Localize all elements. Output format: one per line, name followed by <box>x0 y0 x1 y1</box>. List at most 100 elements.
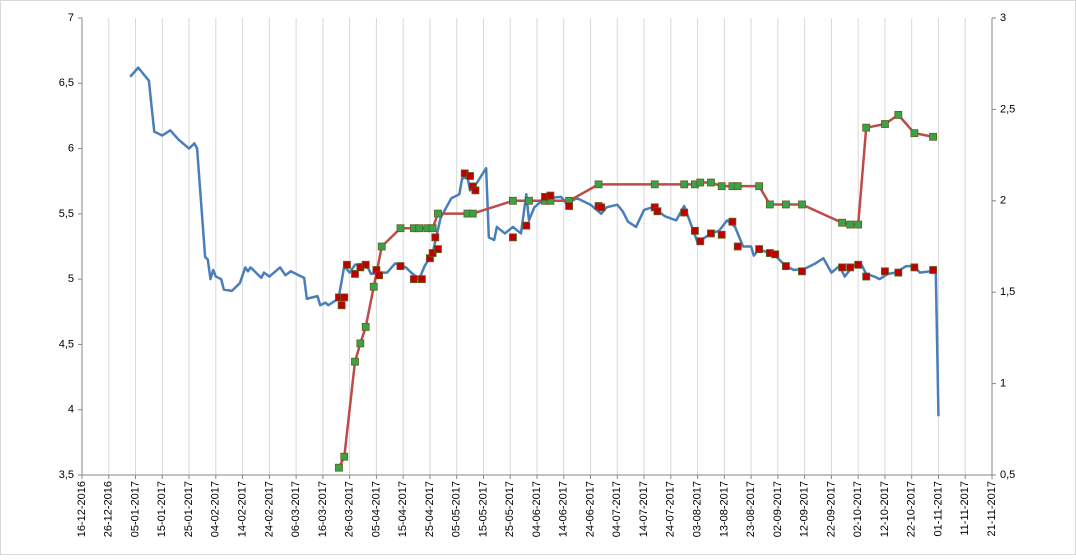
marker <box>509 233 517 242</box>
x-tick-label: 05-01-2017 <box>129 481 141 537</box>
marker <box>798 267 806 276</box>
marker <box>680 208 689 217</box>
x-tick-label: 24-07-2017 <box>665 481 677 537</box>
y2-tick-label: 2,5 <box>1000 103 1015 115</box>
marker <box>798 200 806 209</box>
marker <box>854 220 863 229</box>
marker <box>597 203 606 212</box>
y-tick-label: 7 <box>68 12 74 24</box>
series-line <box>129 66 940 417</box>
y2-tick-label: 1,5 <box>1000 286 1015 298</box>
x-tick-label: 03-08-2017 <box>691 481 703 537</box>
marker <box>375 271 383 280</box>
marker <box>418 275 426 284</box>
marker <box>910 129 919 138</box>
x-tick-label: 15-04-2017 <box>397 481 409 537</box>
x-tick-label: 04-07-2017 <box>611 481 623 537</box>
marker <box>862 123 871 132</box>
marker <box>653 207 662 216</box>
marker <box>415 224 424 233</box>
x-tick-label: 26-03-2017 <box>344 481 356 537</box>
x-tick-label: 04-02-2017 <box>210 481 222 537</box>
x-tick-label: 16-12-2016 <box>76 481 88 537</box>
x-tick-label: 21-11-2017 <box>986 481 998 536</box>
x-tick-label: 24-06-2017 <box>584 481 596 537</box>
marker <box>894 110 903 119</box>
marker <box>650 180 659 189</box>
marker <box>409 275 418 284</box>
marker <box>696 237 705 246</box>
marker <box>765 200 774 209</box>
x-tick-label: 13-08-2017 <box>718 481 730 537</box>
marker <box>755 245 764 254</box>
marker <box>509 196 517 205</box>
marker <box>471 186 480 195</box>
marker <box>468 209 477 218</box>
x-tick-label: 12-10-2017 <box>879 481 891 537</box>
marker <box>377 242 386 251</box>
marker <box>431 233 440 242</box>
y2-tick-label: 0,5 <box>1000 469 1015 481</box>
x-tick-label: 14-07-2017 <box>638 481 650 537</box>
x-tick-label: 05-04-2017 <box>370 481 382 537</box>
marker <box>929 132 938 141</box>
marker <box>340 452 349 461</box>
marker <box>707 229 715 238</box>
x-tick-label: 15-01-2017 <box>156 481 168 537</box>
marker <box>728 217 737 226</box>
y-tick-label: 4 <box>68 404 74 416</box>
x-tick-label: 22-09-2017 <box>825 481 837 537</box>
marker <box>337 301 346 310</box>
x-tick-label: 14-02-2017 <box>236 481 248 537</box>
x-tick-label: 02-09-2017 <box>772 481 784 537</box>
x-tick-label: 22-10-2017 <box>906 481 918 537</box>
y-tick-label: 6,5 <box>59 77 74 89</box>
marker <box>434 245 442 254</box>
x-tick-label: 15-05-2017 <box>477 481 489 537</box>
marker <box>525 196 533 205</box>
marker <box>782 262 790 270</box>
marker <box>356 339 365 348</box>
y-tick-label: 5,5 <box>59 208 74 220</box>
x-tick-label: 23-08-2017 <box>745 481 757 537</box>
marker <box>707 178 715 187</box>
marker <box>594 180 603 189</box>
marker <box>351 270 359 278</box>
marker <box>546 191 555 200</box>
x-tick-label: 02-10-2017 <box>852 481 864 537</box>
marker <box>929 266 938 274</box>
marker <box>782 200 790 209</box>
marker <box>846 220 855 229</box>
x-tick-label: 11-11-2017 <box>959 481 971 536</box>
marker <box>733 182 742 191</box>
marker <box>335 463 343 472</box>
marker <box>733 242 742 251</box>
marker <box>838 263 847 272</box>
marker <box>343 260 351 269</box>
marker <box>894 268 903 277</box>
marker <box>396 224 405 233</box>
x-tick-label: 04-06-2017 <box>531 481 543 537</box>
marker <box>881 267 889 276</box>
marker <box>691 226 699 235</box>
marker <box>910 263 919 272</box>
x-tick-label: 01-11-2017 <box>932 481 944 536</box>
x-tick-label: 12-09-2017 <box>799 481 811 537</box>
marker <box>434 209 442 218</box>
x-tick-label: 25-04-2017 <box>424 481 436 537</box>
y-tick-label: 5 <box>68 273 74 285</box>
x-tick-label: 26-12-2016 <box>103 481 115 537</box>
marker <box>881 120 889 128</box>
marker <box>396 262 405 270</box>
x-tick-label: 16-03-2017 <box>317 481 329 537</box>
marker <box>428 224 437 233</box>
marker <box>854 260 863 269</box>
marker <box>717 182 726 191</box>
marker <box>862 272 871 281</box>
marker <box>466 172 474 180</box>
marker <box>755 182 764 191</box>
marker <box>361 323 370 331</box>
